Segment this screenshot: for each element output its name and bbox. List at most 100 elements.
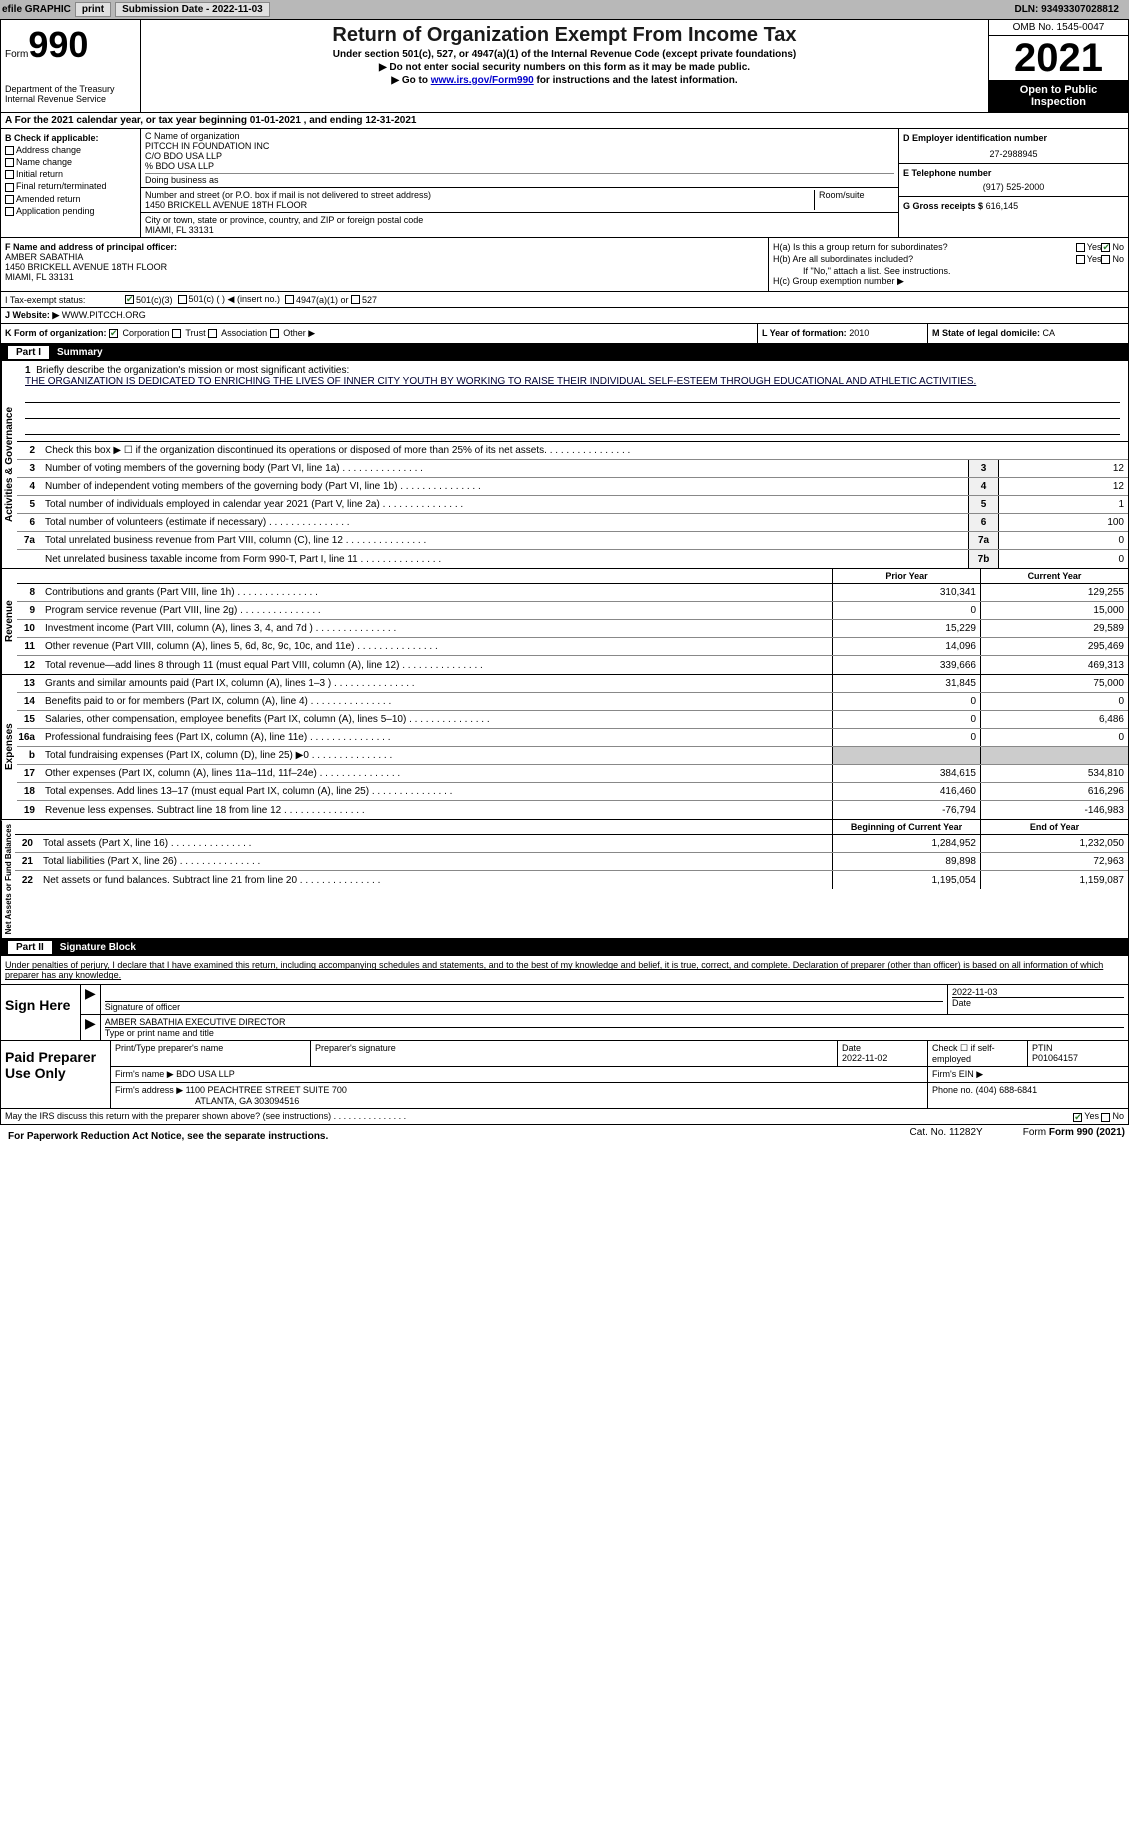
part-1-header: Part I Summary [0, 344, 1129, 361]
hb-note: If "No," attach a list. See instructions… [773, 266, 1124, 276]
print-button[interactable]: print [75, 2, 111, 17]
chk-trust[interactable] [172, 329, 181, 338]
sec-revenue: Revenue Prior YearCurrent Year 8Contribu… [1, 569, 1128, 675]
table-row: 13Grants and similar amounts paid (Part … [17, 675, 1128, 693]
ein-value: 27-2988945 [903, 149, 1124, 159]
chk-corporation[interactable] [109, 329, 118, 338]
website-value: WWW.PITCCH.ORG [62, 310, 146, 321]
form-footer: Form Form 990 (2021) [1023, 1127, 1125, 1146]
form-title: Return of Organization Exempt From Incom… [145, 24, 984, 47]
dba-label: Doing business as [145, 173, 894, 185]
table-row: 3Number of voting members of the governi… [17, 460, 1128, 478]
discuss-preparer-row: May the IRS discuss this return with the… [0, 1109, 1129, 1124]
col-b-checkboxes: B Check if applicable: Address change Na… [1, 129, 141, 237]
org-name-label: C Name of organization [145, 131, 894, 141]
form-number: 990 [28, 24, 88, 65]
table-row: 6Total number of volunteers (estimate if… [17, 514, 1128, 532]
irs-link[interactable]: www.irs.gov/Form990 [431, 75, 534, 86]
table-row: 18Total expenses. Add lines 13–17 (must … [17, 783, 1128, 801]
city-value: MIAMI, FL 33131 [145, 225, 894, 235]
sec-rev-label: Revenue [1, 569, 17, 674]
beg-year-header: Beginning of Current Year [832, 820, 980, 834]
table-row: 8Contributions and grants (Part VIII, li… [17, 584, 1128, 602]
prior-year-header: Prior Year [832, 569, 980, 583]
chk-other[interactable] [270, 329, 279, 338]
chk-4947[interactable] [285, 295, 294, 304]
chk-application-pending[interactable]: Application pending [5, 206, 136, 216]
table-row: 4Number of independent voting members of… [17, 478, 1128, 496]
end-year-header: End of Year [980, 820, 1128, 834]
chk-address-change[interactable]: Address change [5, 145, 136, 155]
sig-date: 2022-11-03 [952, 987, 1124, 997]
table-row: 15Salaries, other compensation, employee… [17, 711, 1128, 729]
hb-no[interactable] [1101, 255, 1110, 264]
hc-label: H(c) Group exemption number ▶ [773, 276, 1124, 287]
dept-label: Department of the Treasury Internal Reve… [5, 84, 136, 104]
prep-self-emp: Check ☐ if self-employed [928, 1041, 1028, 1066]
tax-year: 2021 [989, 36, 1128, 80]
discuss-yes[interactable] [1073, 1113, 1082, 1122]
mission-text: THE ORGANIZATION IS DEDICATED TO ENRICHI… [25, 376, 976, 387]
chk-501c[interactable] [178, 295, 187, 304]
chk-name-change[interactable]: Name change [5, 157, 136, 167]
table-row: Net unrelated business taxable income fr… [17, 550, 1128, 568]
ha-label: H(a) Is this a group return for subordin… [773, 242, 1076, 252]
org-name-3: % BDO USA LLP [145, 161, 894, 171]
chk-initial-return[interactable]: Initial return [5, 169, 136, 179]
prep-date: 2022-11-02 [842, 1053, 887, 1063]
chk-final-return[interactable]: Final return/terminated [5, 181, 136, 191]
header-main-block: B Check if applicable: Address change Na… [0, 129, 1129, 238]
phone-value: (917) 525-2000 [903, 182, 1124, 192]
col-c-org-info: C Name of organization PITCCH IN FOUNDAT… [141, 129, 898, 237]
paperwork-note: For Paperwork Reduction Act Notice, see … [4, 1127, 332, 1146]
submission-date-button[interactable]: Submission Date - 2022-11-03 [115, 2, 270, 17]
table-row: 11Other revenue (Part VIII, column (A), … [17, 638, 1128, 656]
goto-pre: ▶ Go to [391, 75, 430, 86]
col-right-ids: D Employer identification number 27-2988… [898, 129, 1128, 237]
sign-here-label: Sign Here [1, 985, 81, 1040]
room-label: Room/suite [814, 190, 894, 210]
firm-ein-label: Firm's EIN ▶ [928, 1067, 1128, 1082]
omb-number: OMB No. 1545-0047 [989, 20, 1128, 36]
hb-label: H(b) Are all subordinates included? [773, 254, 1076, 264]
prep-name-header: Print/Type preparer's name [111, 1041, 311, 1066]
table-row: 16aProfessional fundraising fees (Part I… [17, 729, 1128, 747]
table-row: 17Other expenses (Part IX, column (A), l… [17, 765, 1128, 783]
row-i-tax-status: I Tax-exempt status: 501(c)(3) 501(c) ( … [0, 292, 1129, 308]
gross-label: G Gross receipts $ [903, 201, 983, 211]
org-name-1: PITCCH IN FOUNDATION INC [145, 141, 894, 151]
arrow-icon: ▶ [81, 1015, 101, 1040]
ha-no[interactable] [1101, 243, 1110, 252]
firm-phone: (404) 688-6841 [976, 1085, 1038, 1095]
chk-association[interactable] [208, 329, 217, 338]
table-row: 9Program service revenue (Part VIII, lin… [17, 602, 1128, 620]
sec-expenses: Expenses 13Grants and similar amounts pa… [1, 675, 1128, 820]
table-row: 12Total revenue—add lines 8 through 11 (… [17, 656, 1128, 674]
ein-label: D Employer identification number [903, 133, 1124, 143]
table-row: 2Check this box ▶ ☐ if the organization … [17, 442, 1128, 460]
form-subtitle-2: ▶ Do not enter social security numbers o… [145, 62, 984, 73]
org-name-2: C/O BDO USA LLP [145, 151, 894, 161]
discuss-no[interactable] [1101, 1113, 1110, 1122]
chk-501c3[interactable] [125, 295, 134, 304]
sec-governance: Activities & Governance 1 Briefly descri… [1, 361, 1128, 569]
f-name: AMBER SABATHIA [5, 252, 764, 262]
table-row: 21Total liabilities (Part X, line 26)89,… [15, 853, 1128, 871]
table-row: 22Net assets or fund balances. Subtract … [15, 871, 1128, 889]
table-row: 5Total number of individuals employed in… [17, 496, 1128, 514]
table-row: 7aTotal unrelated business revenue from … [17, 532, 1128, 550]
chk-527[interactable] [351, 295, 360, 304]
addr-label: Number and street (or P.O. box if mail i… [145, 190, 814, 200]
current-year-header: Current Year [980, 569, 1128, 583]
f-addr1: 1450 BRICKELL AVENUE 18TH FLOOR [5, 262, 764, 272]
hb-yes[interactable] [1076, 255, 1085, 264]
chk-amended-return[interactable]: Amended return [5, 194, 136, 204]
sig-date-label: Date [952, 997, 1124, 1008]
mission-block: 1 Briefly describe the organization's mi… [17, 361, 1128, 442]
form-header: Form990 Department of the Treasury Inter… [0, 19, 1129, 113]
table-row: 19Revenue less expenses. Subtract line 1… [17, 801, 1128, 819]
dln-label: DLN: 93493307028812 [1014, 4, 1127, 15]
goto-post: for instructions and the latest informat… [534, 75, 738, 86]
ha-yes[interactable] [1076, 243, 1085, 252]
summary-body: Activities & Governance 1 Briefly descri… [0, 361, 1129, 939]
